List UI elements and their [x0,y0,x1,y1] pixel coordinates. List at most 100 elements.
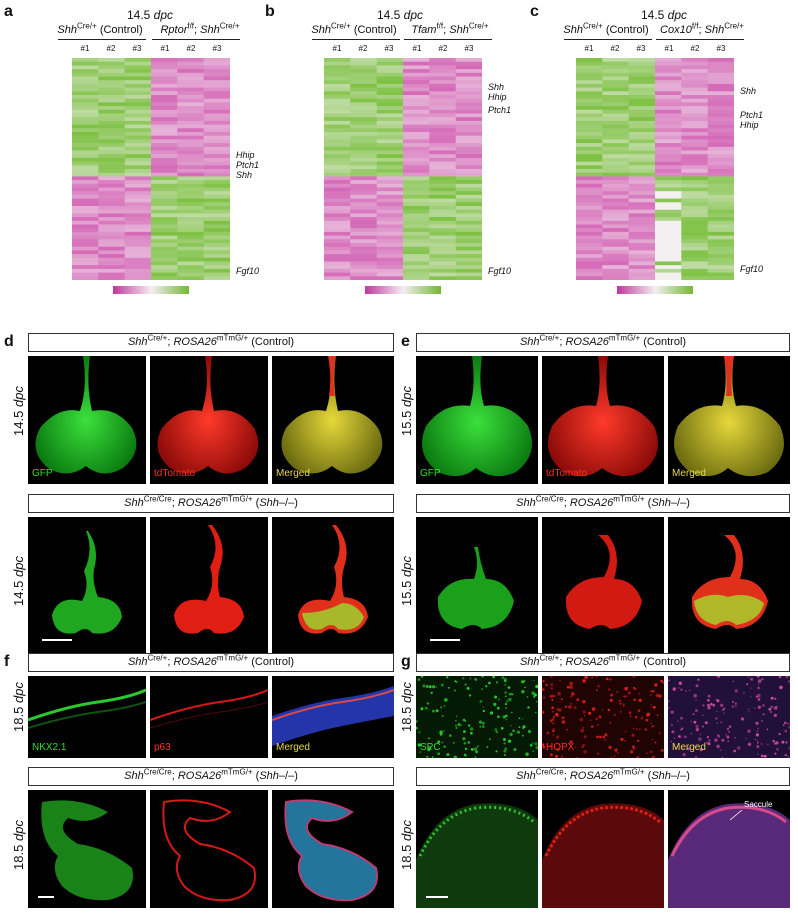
heatmap-cell [177,124,205,129]
texture-dot [662,681,664,684]
texture-dot [523,680,526,683]
heatmap-cell [124,246,152,251]
heatmap-cell [429,146,457,151]
heatmap-cell [455,135,482,140]
heatmap-cell [455,257,482,262]
texture-dot [608,688,611,691]
heatmap-cell [429,213,457,218]
texture-dot [420,676,424,678]
heatmap-cell [177,209,205,214]
colorbar-b [365,286,441,294]
heatmap-cell [707,202,734,207]
heatmap-cell [429,209,457,214]
heatmap-cell [151,224,178,229]
texture-dot [624,686,628,691]
texture-dot [756,676,760,678]
panel-d-tdtomato-control: tdTomato [150,356,268,484]
heatmap-cell [707,102,734,107]
panel-e-merged-mutant [668,517,790,653]
heatmap-cell [429,206,457,211]
heatmap-cell [98,157,126,163]
heatmap-cell [403,161,430,166]
heatmap-cell [203,276,230,280]
texture-dot [660,748,664,752]
texture-dot [756,741,759,744]
heatmap-cell [203,272,230,277]
heatmap-cell [124,257,152,262]
heatmap-cell [628,150,656,155]
texture-dot [750,687,752,689]
texture-dot [710,702,713,706]
heatmap-cell [98,83,126,89]
heatmap-cell [455,224,482,229]
heatmap-cell [576,231,603,237]
texture-dot [731,705,735,708]
heatmap-cell [602,113,630,118]
texture-dot [533,679,535,682]
panel-b-control-label: ShhCre/+ (Control) [311,21,397,36]
texture-dot [632,745,635,749]
texture-dot [453,689,456,692]
texture-dot [646,713,650,717]
heatmap-cell [151,217,178,222]
texture-dot [560,698,563,701]
heatmap-cell [177,106,205,111]
heatmap-a [72,58,230,280]
gene-shh: Shh [488,82,505,92]
texture-dot [566,685,570,689]
heatmap-cell [376,154,404,159]
heatmap-cell [602,95,630,100]
heatmap-cell [429,224,457,229]
heatmap-cell [628,231,656,237]
heatmap-cell [72,109,99,114]
heatmap-cell [203,72,230,77]
texture-dot [579,717,584,722]
rep-label: #3 [384,44,394,53]
heatmap-cell [429,143,457,148]
panel-e-tdtomato-mutant [542,517,664,653]
heatmap-cell [628,220,656,225]
texture-dot [504,702,508,706]
texture-dot [513,748,517,751]
heatmap-cell [98,209,126,214]
heatmap-cell [602,65,630,70]
heatmap-cell [376,102,404,107]
heatmap-cell [707,128,734,133]
heatmap-cell [72,87,99,92]
heatmap-cell [203,254,230,259]
heatmap-cell [203,91,230,96]
heatmap-cell [177,217,205,222]
heatmap-cell [376,117,404,122]
panel-f-row-label-top: 18.5 dpc [11,682,26,732]
heatmap-cell [98,276,126,280]
heatmap-cell [429,135,457,140]
texture-dot [760,743,763,745]
heatmap-cell [707,194,734,200]
texture-dot [495,750,498,753]
texture-dot [757,705,761,709]
heatmap-cell [602,180,630,185]
heatmap-cell [576,128,603,133]
texture-dot [706,736,709,739]
heatmap-cell [350,135,378,140]
heatmap-cell [203,246,230,251]
heatmap-cell [403,106,430,111]
heatmap-cell [628,276,656,280]
heatmap-cell [151,157,178,163]
heatmap-cell [403,228,430,233]
texture-dot [583,735,587,739]
heatmap-cell [655,135,682,140]
texture-dot [420,707,424,711]
heatmap-cell [203,239,230,244]
heatmap-cell [655,120,682,126]
heatmap-cell [602,217,630,222]
heatmap-cell [403,117,430,122]
heatmap-cell [707,176,734,181]
heatmap-cell [324,61,351,66]
heatmap-cell [576,257,603,262]
heatmap-cell [124,139,152,144]
heatmap-cell [455,206,482,211]
heatmap-cell [350,176,378,181]
texture-dot [728,730,730,733]
heatmap-cell [429,154,457,159]
